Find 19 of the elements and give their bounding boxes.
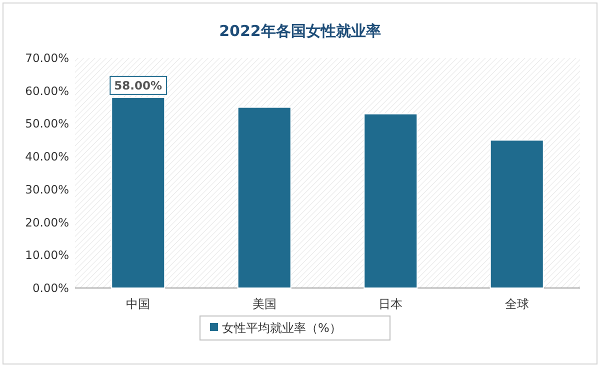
bar bbox=[364, 113, 418, 288]
y-tick-label: 10.00% bbox=[25, 248, 70, 262]
y-tick-label: 50.00% bbox=[25, 116, 70, 131]
x-tick-label: 全球 bbox=[504, 297, 529, 311]
x-tick-label: 美国 bbox=[252, 297, 276, 311]
y-tick-label: 30.00% bbox=[25, 182, 70, 196]
chart-title: 2022年各国女性就业率 bbox=[219, 22, 381, 40]
x-tick-label: 日本 bbox=[378, 297, 403, 311]
y-tick-label: 20.00% bbox=[25, 215, 70, 230]
bar bbox=[111, 96, 166, 288]
bar bbox=[490, 140, 544, 288]
x-tick-label: 中国 bbox=[126, 297, 150, 311]
y-tick-label: 70.00% bbox=[25, 51, 70, 65]
y-tick-label: 60.00% bbox=[25, 84, 70, 98]
y-tick-label: 40.00% bbox=[25, 150, 70, 164]
y-tick-label: 0.00% bbox=[32, 281, 70, 295]
bar bbox=[237, 106, 292, 288]
data-label: 58.00% bbox=[114, 78, 163, 92]
legend-label: 女性平均就业率（%） bbox=[222, 321, 342, 335]
